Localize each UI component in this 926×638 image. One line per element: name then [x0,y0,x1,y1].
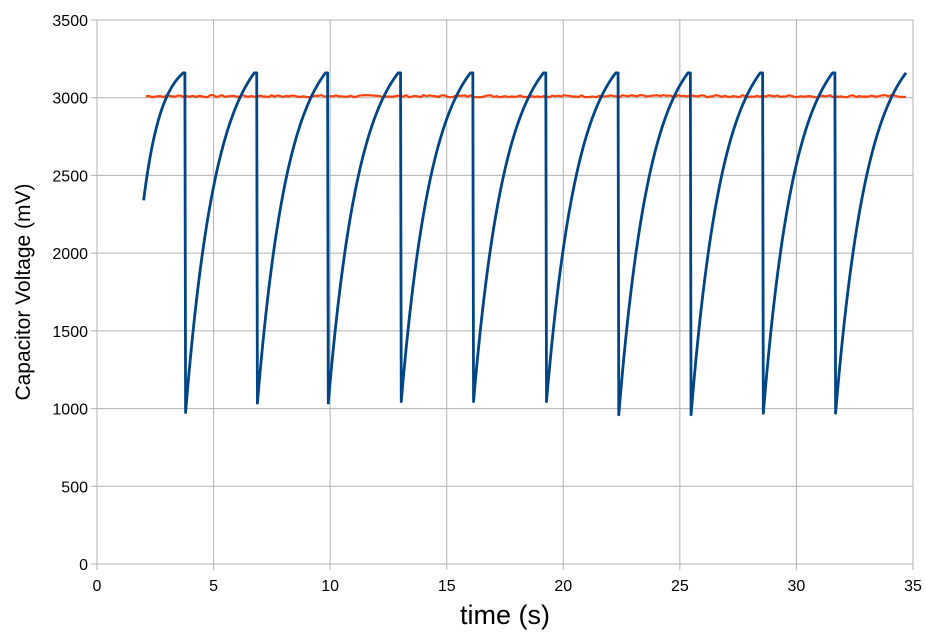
x-axis-title: time (s) [460,600,550,630]
x-tick-label: 5 [209,578,218,595]
y-tick-label: 0 [79,557,88,574]
series-line-capacitor [142,71,908,417]
x-tick-label: 35 [904,578,922,595]
y-tick-label: 2500 [52,168,88,185]
x-tick-label: 30 [788,578,806,595]
y-tick-label: 1500 [52,324,88,341]
y-tick-label: 2000 [52,246,88,263]
x-tick-label: 25 [671,578,689,595]
y-tick-label: 3000 [52,91,88,108]
y-axis-title: Capacitor Voltage (mV) [12,183,35,400]
series-layer [142,71,908,417]
y-tick-label: 500 [61,479,88,496]
plot-frame [96,19,914,565]
x-tick-label: 0 [93,578,102,595]
x-axis-ticks: 0 5 10 15 20 25 30 35 [93,578,922,595]
grid [91,19,914,570]
y-tick-label: 3500 [52,13,88,30]
x-tick-label: 10 [321,578,339,595]
y-tick-label: 1000 [52,402,88,419]
x-tick-label: 15 [438,578,456,595]
x-tick-label: 20 [554,578,572,595]
series-line-reference [145,93,907,99]
y-axis-ticks: 0 500 1000 1500 2000 2500 3000 3500 [52,13,88,574]
